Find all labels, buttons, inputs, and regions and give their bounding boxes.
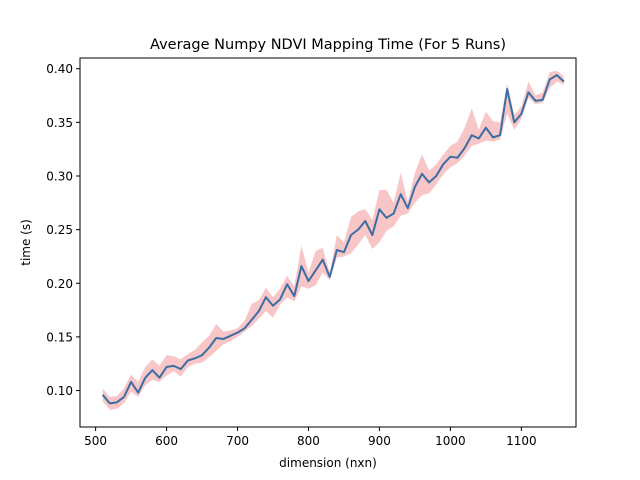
y-tick-label: 0.20 [46, 277, 73, 291]
y-axis-label: time (s) [19, 219, 33, 266]
x-axis-label: dimension (nxn) [279, 456, 377, 470]
y-tick-label: 0.10 [46, 384, 73, 398]
x-tick-label: 1100 [506, 434, 537, 448]
y-tick-label: 0.30 [46, 169, 73, 183]
y-tick-label: 0.40 [46, 62, 73, 76]
y-tick-label: 0.25 [46, 223, 73, 237]
x-tick-label: 500 [84, 434, 107, 448]
x-tick-label: 800 [297, 434, 320, 448]
x-tick-label: 1000 [435, 434, 466, 448]
x-tick-label: 900 [368, 434, 391, 448]
series-0-band [102, 70, 564, 410]
x-tick-label: 600 [155, 434, 178, 448]
y-tick-label: 0.35 [46, 116, 73, 130]
x-tick-label: 700 [226, 434, 249, 448]
plot-layer [101, 70, 565, 410]
series-0-line [101, 74, 565, 405]
plot-frame [79, 57, 577, 428]
y-tick-label: 0.15 [46, 330, 73, 344]
tick-layer: 500 600 700 800 900 1000 1100 0.10 0.15 0.20 0.25 0… [46, 62, 536, 448]
chart-title: Average Numpy NDVI Mapping Time (For 5 R… [150, 37, 506, 53]
